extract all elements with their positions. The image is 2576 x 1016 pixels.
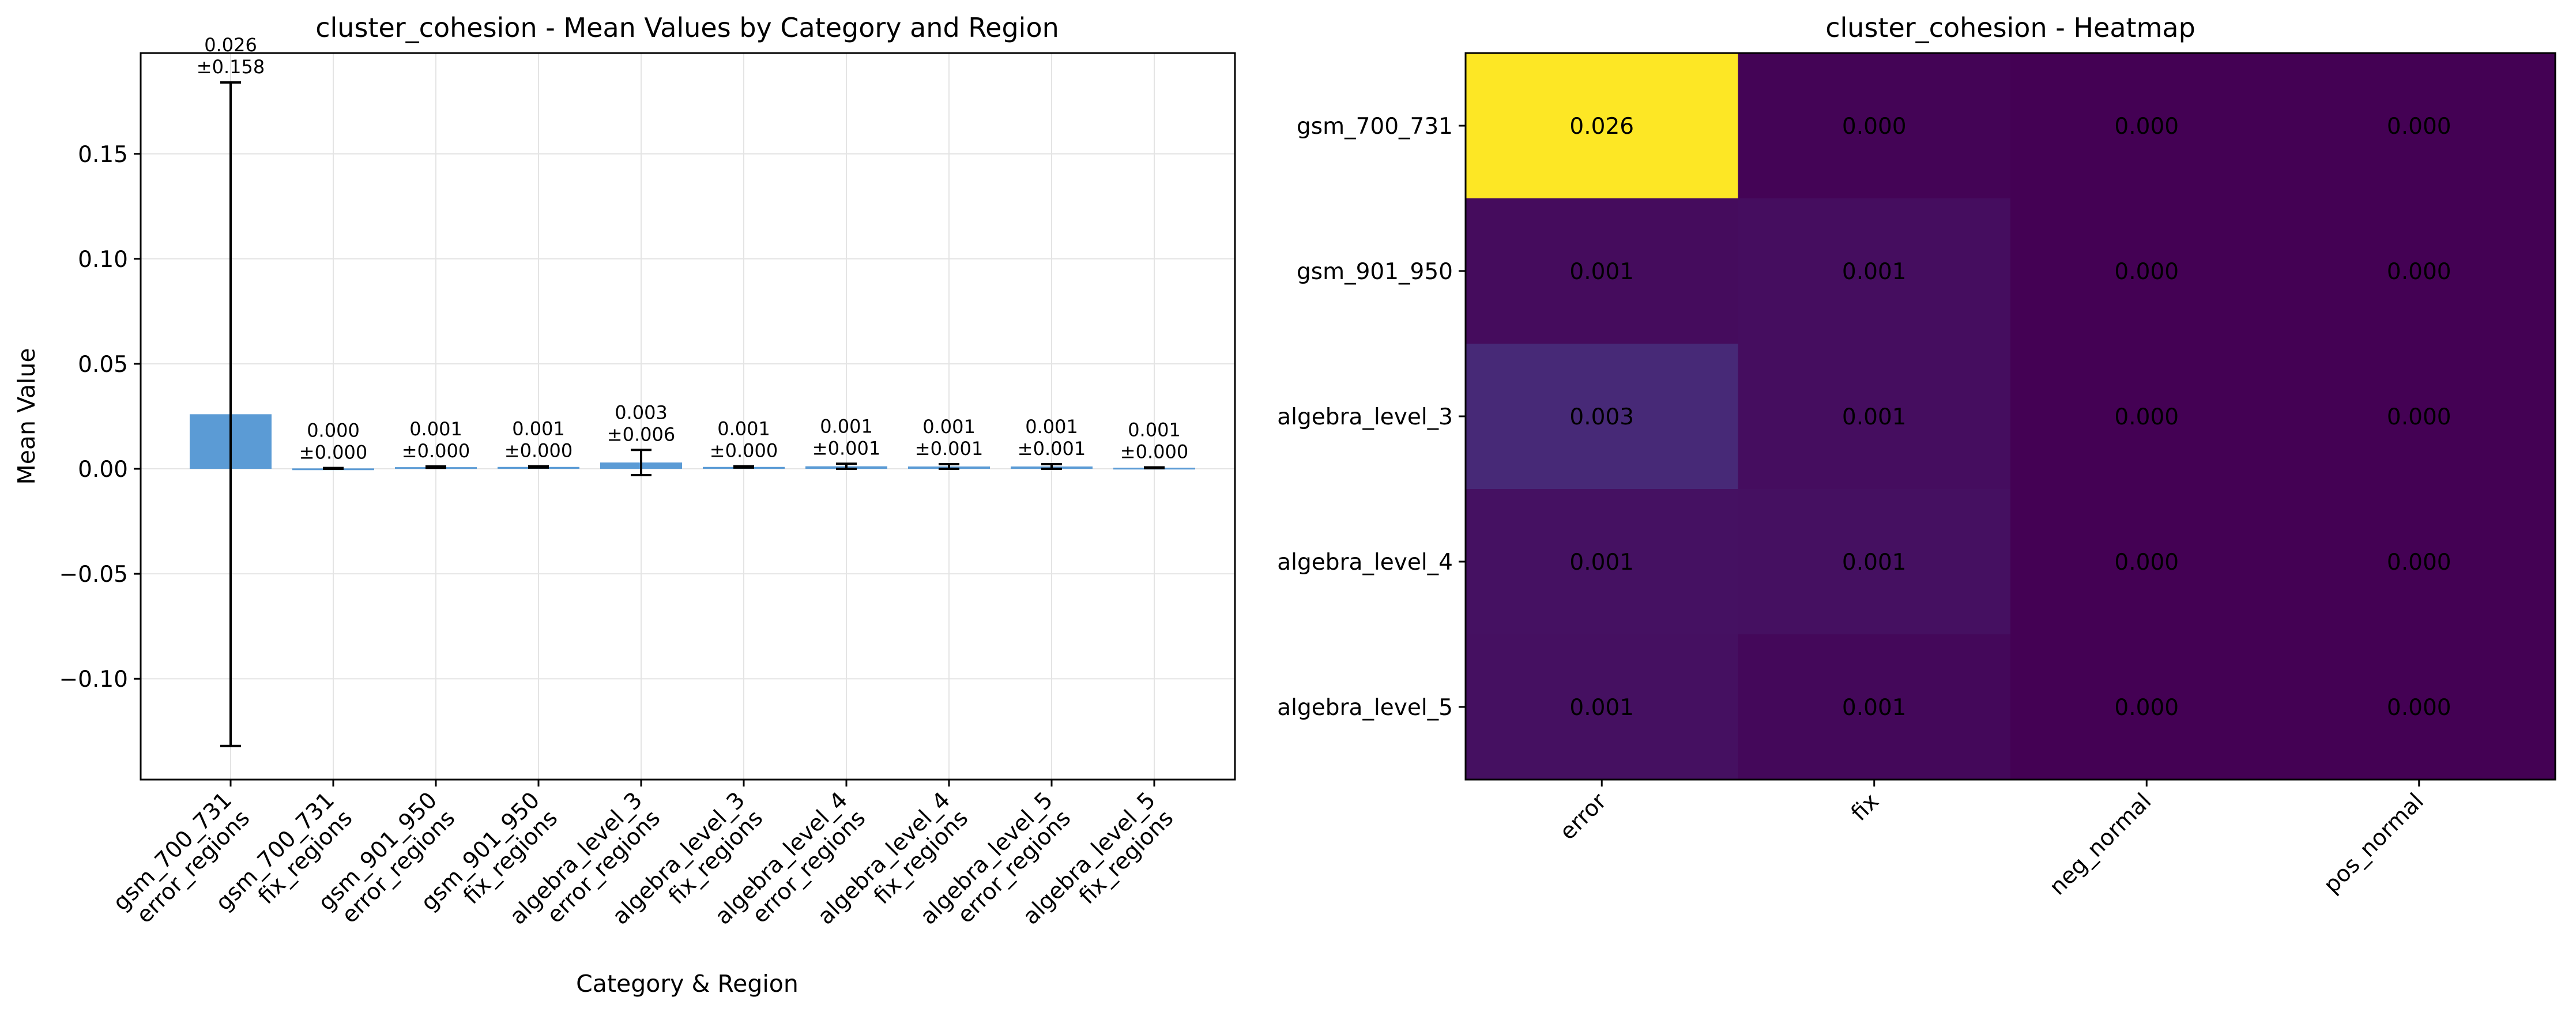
heatmap-column-label-group: fix: [1846, 788, 1884, 826]
bar-value-label: 0.001: [409, 418, 462, 440]
bar-chart-title: cluster_cohesion - Mean Values by Catego…: [315, 12, 1059, 43]
heatmap-column-label-group: pos_normal: [2319, 788, 2429, 898]
heatmap-cell: [1738, 489, 2011, 635]
heatmap-cell-label: 0.001: [1842, 259, 1907, 285]
heatmap-cell: [2010, 634, 2283, 780]
heatmap-cell-label: 0.001: [1842, 550, 1907, 575]
heatmap-cell-label: 0.000: [2114, 550, 2179, 575]
heatmap-cell-label: 0.000: [2114, 259, 2179, 285]
heatmap-cell: [1738, 53, 2011, 199]
bar-error-label: ±0.006: [607, 423, 675, 445]
heatmap: cluster_cohesion - Heatmap 0.026 0.000 0.0…: [1277, 12, 2556, 900]
heatmap-cell-label: 0.001: [1842, 695, 1907, 721]
heatmap-cell-label: 0.000: [2387, 404, 2451, 430]
bar-value-label: 0.000: [307, 420, 360, 442]
heatmap-cell: [2010, 198, 2283, 344]
heatmap-cell-label: 0.000: [2387, 114, 2451, 140]
heatmap-title: cluster_cohesion - Heatmap: [1825, 12, 2195, 43]
heatmap-cell: [2283, 489, 2556, 635]
heatmap-column-label: pos_normal: [2319, 788, 2429, 898]
heatmap-row-label: algebra_level_5: [1277, 695, 1453, 721]
bar-chart-x-ticks: gsm_700_731error_regionsgsm_700_731fix_r…: [108, 780, 1178, 930]
heatmap-cell: [1466, 634, 1738, 780]
heatmap-cell: [2283, 634, 2556, 780]
heatmap-cell-label: 0.003: [1569, 404, 1634, 430]
heatmap-row-ticks: gsm_700_731 gsm_901_950 algebra_level_3alg…: [1277, 114, 1466, 721]
bar-error-label: ±0.158: [197, 56, 265, 78]
bar-chart-y-axis-label: Mean Value: [13, 348, 40, 484]
heatmap-cell: [2283, 53, 2556, 199]
heatmap-cell: [1466, 53, 1738, 199]
y-tick-label: 0.10: [78, 247, 128, 273]
heatmap-cell-label: 0.000: [2114, 114, 2179, 140]
bar-value-label: 0.001: [1128, 419, 1181, 441]
bar-error-label: ±0.000: [299, 442, 367, 464]
y-tick-label: 0.00: [78, 457, 128, 483]
bar-chart: cluster_cohesion - Mean Values by Catego…: [13, 12, 1236, 998]
heatmap-column-label-group: neg_normal: [2044, 788, 2156, 900]
heatmap-cell: [2283, 344, 2556, 490]
bar-error-label: ±0.000: [504, 440, 573, 462]
bar-error-label: ±0.000: [1120, 441, 1188, 462]
y-tick-label: −0.10: [59, 667, 128, 693]
heatmap-column-label-group: error: [1555, 788, 1612, 845]
bar-error-label: ±0.001: [812, 437, 880, 459]
bar-chart-x-axis-label: Category & Region: [576, 970, 799, 998]
bar-error-label: ±0.000: [402, 440, 470, 462]
bar-error-label: ±0.000: [710, 440, 778, 462]
heatmap-cell: [2010, 344, 2283, 490]
bar-chart-frame: [140, 52, 1236, 781]
heatmap-cell: [2010, 53, 2283, 199]
heatmap-cell: [1738, 344, 2011, 490]
bar-chart-bars: 0.026±0.1580.000±0.0000.001±0.0000.001±0…: [190, 34, 1195, 747]
heatmap-cell-label: 0.000: [1842, 114, 1907, 140]
heatmap-cell: [1466, 344, 1738, 490]
heatmap-row-label: algebra_level_3: [1277, 404, 1453, 430]
heatmap-column-ticks: error fix neg_normal pos_normal: [1555, 780, 2429, 900]
heatmap-cell-label: 0.026: [1569, 114, 1634, 140]
heatmap-cell-label: 0.001: [1569, 259, 1634, 285]
heatmap-cell-label: 0.001: [1842, 404, 1907, 430]
y-tick-label: 0.15: [78, 142, 128, 168]
bar-value-label: 0.001: [717, 418, 770, 440]
heatmap-column-label: fix: [1846, 788, 1884, 826]
heatmap-cell-label: 0.001: [1569, 550, 1634, 575]
heatmap-cell: [1466, 489, 1738, 635]
heatmap-cell-label: 0.000: [2114, 695, 2179, 721]
bar-chart-y-ticks: −0.10 −0.05 0.00 0.05 0.10 0.15: [59, 142, 141, 693]
heatmap-cell: [1738, 634, 2011, 780]
bar-value-label: 0.003: [615, 401, 668, 423]
y-tick-label: −0.05: [59, 562, 128, 588]
bar-value-label: 0.001: [820, 415, 873, 437]
heatmap-cell: [1738, 198, 2011, 344]
bar-chart-grid: [141, 53, 1235, 780]
heatmap-row-label: gsm_700_731: [1297, 114, 1453, 140]
heatmap-column-label: neg_normal: [2044, 788, 2156, 900]
heatmap-cell: [2283, 198, 2556, 344]
heatmap-row-label: gsm_901_950: [1297, 259, 1453, 285]
heatmap-cells: 0.026 0.000 0.000 0.000 0.001 0.001 0.000 0.000…: [1466, 53, 2556, 780]
bar-value-label: 0.001: [1025, 416, 1078, 438]
heatmap-cell-label: 0.000: [2114, 404, 2179, 430]
heatmap-cell-label: 0.001: [1569, 695, 1634, 721]
bar-error-label: ±0.001: [1018, 438, 1086, 460]
heatmap-cell: [1466, 198, 1738, 344]
bar-value-label: 0.001: [922, 416, 976, 438]
heatmap-column-label: error: [1555, 788, 1612, 845]
heatmap-cell-label: 0.000: [2387, 550, 2451, 575]
heatmap-cell: [2010, 489, 2283, 635]
heatmap-cell-label: 0.000: [2387, 259, 2451, 285]
bar-value-label: 0.001: [512, 418, 565, 440]
y-tick-label: 0.05: [78, 352, 128, 378]
heatmap-cell-label: 0.000: [2387, 695, 2451, 721]
heatmap-row-label: algebra_level_4: [1277, 550, 1453, 575]
bar-error-label: ±0.001: [915, 438, 983, 460]
